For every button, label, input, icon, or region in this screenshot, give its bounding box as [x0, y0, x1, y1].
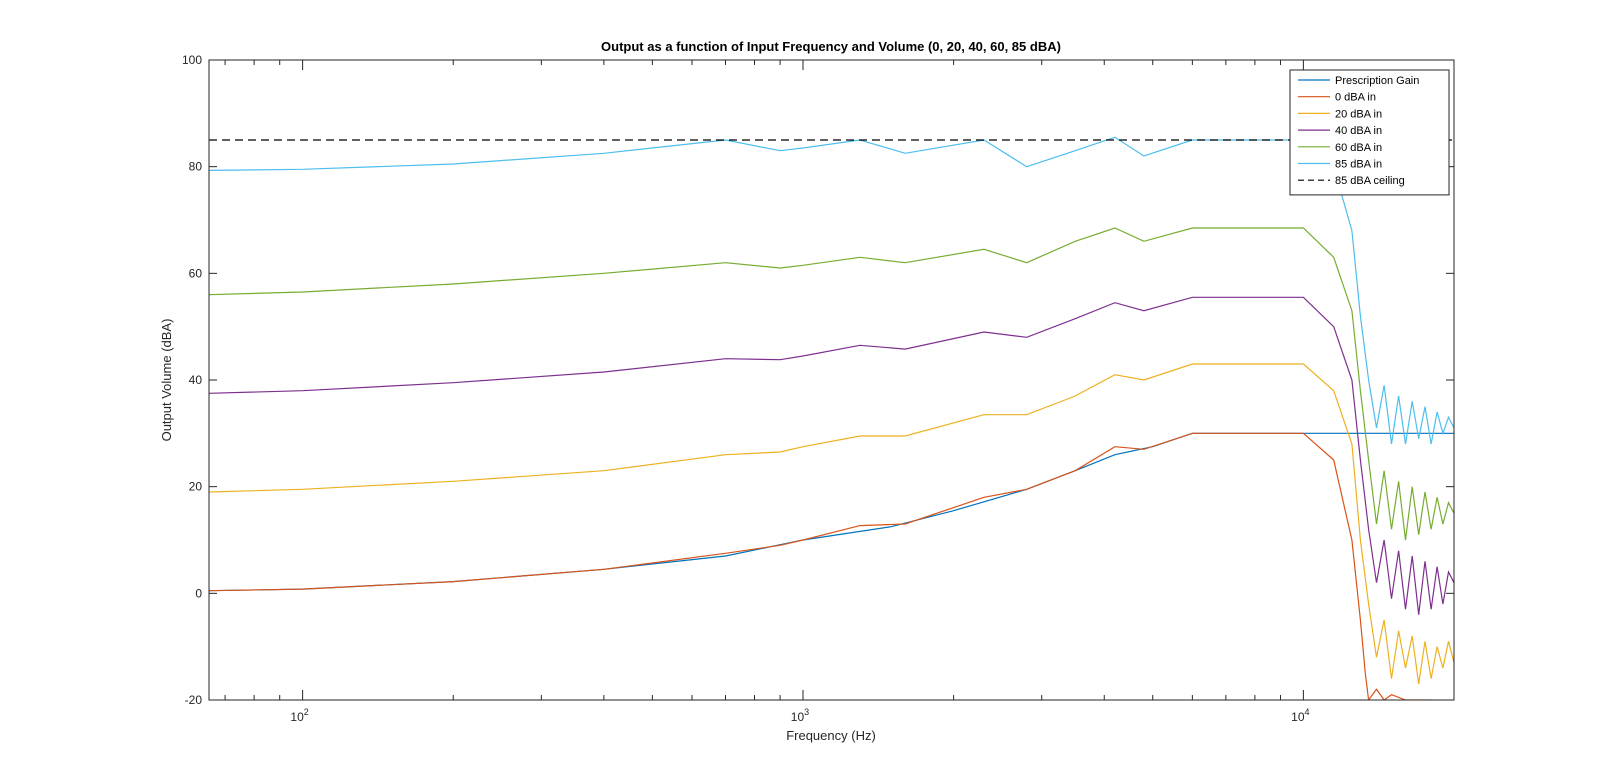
- x-axis: 102 103 104: [224, 60, 1455, 724]
- x-axis-label: Frequency (Hz): [786, 728, 876, 743]
- series-line-5: [209, 227, 1454, 541]
- y-tick-label: 100: [182, 53, 202, 67]
- legend: Prescription Gain 0 dBA in 20 dBA in 40 dBA…: [1289, 69, 1450, 196]
- y-tick-label: -20: [185, 693, 203, 707]
- legend-entry: 85 dBA in: [1335, 159, 1382, 171]
- y-tick-label: 40: [189, 373, 203, 387]
- legend-entry: 40 dBA in: [1335, 125, 1382, 137]
- x-tick-label: 102: [290, 707, 308, 724]
- legend-entry: Prescription Gain: [1335, 75, 1419, 87]
- chart-title: Output as a function of Input Frequency …: [601, 39, 1061, 54]
- y-axis: -20 0 20 40 60 80 100: [182, 53, 1454, 707]
- y-tick-label: 80: [189, 160, 203, 174]
- y-tick-label: 60: [189, 266, 203, 280]
- x-tick-label: 103: [791, 707, 809, 724]
- legend-entry: 85 dBA ceiling: [1335, 175, 1405, 187]
- y-tick-label: 20: [189, 480, 203, 494]
- y-axis-label: Output Volume (dBA): [159, 319, 174, 442]
- legend-entry: 60 dBA in: [1335, 142, 1382, 154]
- series-line-2: [209, 432, 1432, 700]
- plot-area: [209, 60, 1454, 700]
- legend-entry: 0 dBA in: [1335, 92, 1376, 104]
- series-line-3: [209, 363, 1454, 685]
- series-line-4: [209, 296, 1454, 615]
- legend-box: [1289, 69, 1450, 196]
- legend-entry: 20 dBA in: [1335, 108, 1382, 120]
- x-tick-label: 104: [1291, 707, 1309, 724]
- y-tick-label: 0: [195, 586, 202, 600]
